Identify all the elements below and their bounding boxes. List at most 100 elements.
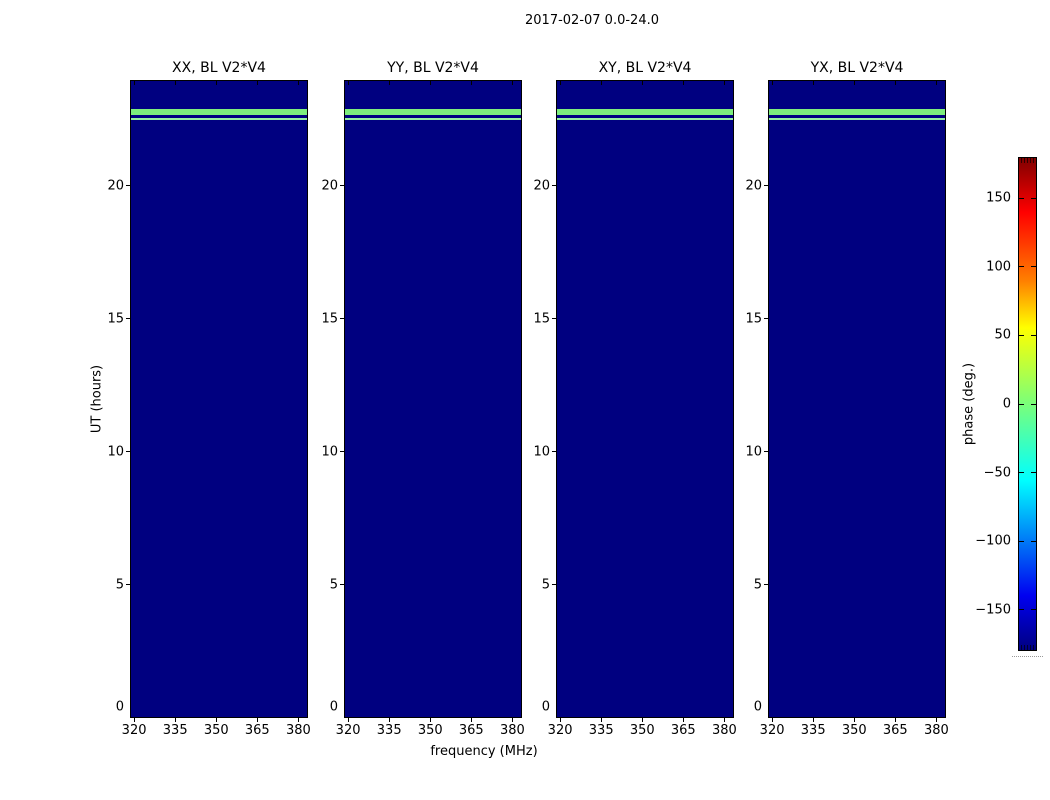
- x-tick-top: [936, 81, 938, 85]
- y-tick-label: 20: [745, 178, 762, 194]
- x-tick: [175, 718, 177, 722]
- x-tick-top: [471, 81, 473, 85]
- y-tick: [764, 451, 768, 453]
- colorbar-dotted-edge: [1012, 656, 1043, 657]
- x-tick: [389, 718, 391, 722]
- x-tick-top: [560, 81, 562, 85]
- colorbar-tick: [1019, 540, 1024, 542]
- phase-thin-stripe: [557, 118, 733, 121]
- y-tick-label: 15: [321, 311, 338, 327]
- y-tick: [126, 451, 130, 453]
- x-tick-label: 365: [670, 723, 696, 738]
- x-tick-top: [895, 81, 897, 85]
- colorbar-tick-label: −50: [983, 465, 1011, 481]
- x-tick-label: 335: [376, 723, 402, 738]
- x-tick-label: 365: [882, 723, 908, 738]
- y-axis-label: UT (hours): [89, 364, 105, 434]
- colorbar-tick: [1031, 266, 1036, 268]
- colorbar-tick: [1031, 472, 1036, 474]
- x-tick: [471, 718, 473, 722]
- x-tick: [642, 718, 644, 722]
- colorbar-gradient: [1018, 157, 1037, 651]
- x-tick: [298, 718, 300, 722]
- y-tick-label: 15: [533, 311, 550, 327]
- x-tick-label: 350: [203, 723, 229, 738]
- y-tick-label: 10: [745, 444, 762, 460]
- x-tick: [134, 718, 136, 722]
- x-tick-top: [216, 81, 218, 85]
- colorbar-tick: [1019, 334, 1024, 336]
- colorbar-tick: [1031, 403, 1036, 405]
- panel-title: YX, BL V2*V4: [810, 60, 904, 76]
- phase-thin-stripe: [131, 118, 307, 121]
- y-tick: [764, 185, 768, 187]
- x-tick: [257, 718, 259, 722]
- y-tick-label: 20: [533, 178, 550, 194]
- colorbar-tick: [1031, 609, 1036, 611]
- x-tick-top: [854, 81, 856, 85]
- y-tick-label: 10: [321, 444, 338, 460]
- x-tick-label: 320: [759, 723, 785, 738]
- x-tick-label: 320: [335, 723, 361, 738]
- x-tick: [895, 718, 897, 722]
- y-tick: [340, 318, 344, 320]
- x-axis-label: frequency (MHz): [430, 744, 538, 759]
- y-tick: [340, 185, 344, 187]
- panel-title: XX, BL V2*V4: [172, 60, 266, 76]
- y-tick-label: 5: [753, 577, 762, 593]
- y-tick: [552, 584, 556, 586]
- x-tick-label: 320: [547, 723, 573, 738]
- y-tick-label: 0: [541, 699, 550, 715]
- x-tick-top: [175, 81, 177, 85]
- y-tick: [764, 318, 768, 320]
- y-tick-label: 15: [107, 311, 124, 327]
- y-tick: [126, 584, 130, 586]
- y-tick-label: 5: [329, 577, 338, 593]
- phase-bright-stripe: [769, 108, 945, 115]
- y-tick: [126, 318, 130, 320]
- colorbar-tick: [1019, 266, 1024, 268]
- colorbar-tick: [1031, 540, 1036, 542]
- x-tick-label: 380: [285, 723, 311, 738]
- x-tick-label: 365: [244, 723, 270, 738]
- x-tick-label: 350: [629, 723, 655, 738]
- colorbar-tick-label: 0: [1002, 396, 1011, 412]
- colorbar-tick: [1019, 609, 1024, 611]
- x-tick-label: 380: [499, 723, 525, 738]
- x-tick: [813, 718, 815, 722]
- x-tick: [216, 718, 218, 722]
- x-tick-label: 380: [923, 723, 949, 738]
- y-tick-label: 10: [533, 444, 550, 460]
- x-tick-top: [298, 81, 300, 85]
- panel-title: YY, BL V2*V4: [387, 60, 479, 76]
- x-tick-label: 350: [841, 723, 867, 738]
- plot-area: [130, 80, 308, 718]
- y-tick: [552, 185, 556, 187]
- x-tick: [683, 718, 685, 722]
- x-tick-top: [430, 81, 432, 85]
- x-tick-top: [772, 81, 774, 85]
- x-tick-label: 365: [458, 723, 484, 738]
- x-tick-label: 335: [800, 723, 826, 738]
- y-tick-label: 20: [321, 178, 338, 194]
- plot-area: [768, 80, 946, 718]
- x-tick-top: [683, 81, 685, 85]
- x-tick: [430, 718, 432, 722]
- x-tick-top: [348, 81, 350, 85]
- colorbar-top-hatch: [1021, 158, 1034, 163]
- phase-bright-stripe: [131, 108, 307, 115]
- x-tick-label: 320: [121, 723, 147, 738]
- y-tick-label: 5: [541, 577, 550, 593]
- panel-title: XY, BL V2*V4: [598, 60, 692, 76]
- x-tick: [348, 718, 350, 722]
- x-tick-top: [134, 81, 136, 85]
- x-tick-label: 350: [417, 723, 443, 738]
- y-tick-label: 0: [329, 699, 338, 715]
- y-tick-label: 10: [107, 444, 124, 460]
- colorbar-tick: [1019, 472, 1024, 474]
- x-tick-top: [512, 81, 514, 85]
- x-tick-top: [601, 81, 603, 85]
- x-tick: [772, 718, 774, 722]
- y-tick-label: 5: [115, 577, 124, 593]
